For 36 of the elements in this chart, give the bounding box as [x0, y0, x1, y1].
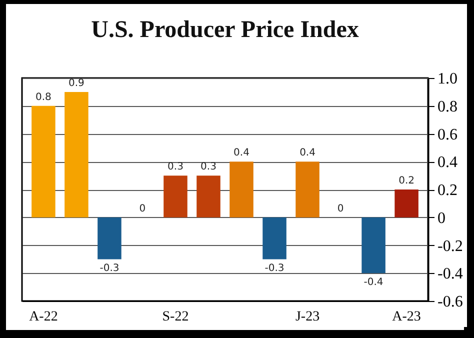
x-tick-label: A-23	[392, 310, 421, 324]
data-label: 0.8	[36, 92, 52, 103]
bar	[196, 176, 220, 218]
y-tick-label: 1.0	[438, 70, 458, 88]
bar	[64, 92, 88, 218]
y-tick-label: 0.2	[438, 182, 458, 199]
x-tick-label: J-23	[295, 310, 320, 324]
y-tick-label: 0	[438, 210, 446, 227]
y-tick-label: -0.2	[438, 238, 463, 255]
bar	[230, 162, 254, 218]
y-tick-label: 0.8	[438, 98, 458, 116]
y-tick-label: -0.4	[438, 266, 463, 283]
bar	[262, 217, 286, 260]
x-tick-label: S-22	[162, 310, 189, 324]
y-tick-label: 0.6	[438, 126, 458, 144]
bar	[296, 162, 320, 218]
bar	[98, 217, 122, 260]
bar	[164, 176, 188, 218]
data-label: -0.3	[264, 263, 284, 274]
data-label: 0.3	[168, 162, 184, 173]
data-label: -0.3	[100, 263, 120, 274]
data-label: 0.9	[68, 78, 84, 89]
x-tick-label: A-22	[29, 310, 58, 324]
bar	[394, 190, 418, 218]
data-label: 0.2	[398, 176, 414, 186]
y-tick-label: 0.4	[438, 154, 458, 172]
chart-title: U.S. Producer Price Index	[91, 17, 359, 43]
data-label: -0.4	[364, 277, 384, 288]
data-label: 0.4	[300, 148, 316, 159]
bar	[32, 106, 56, 218]
data-label: 0	[139, 203, 146, 214]
data-label: 0.4	[234, 148, 250, 159]
bar	[362, 217, 386, 274]
y-tick-label: -0.6	[438, 294, 463, 310]
data-label: 0	[337, 203, 344, 214]
data-label: 0.3	[200, 162, 216, 173]
